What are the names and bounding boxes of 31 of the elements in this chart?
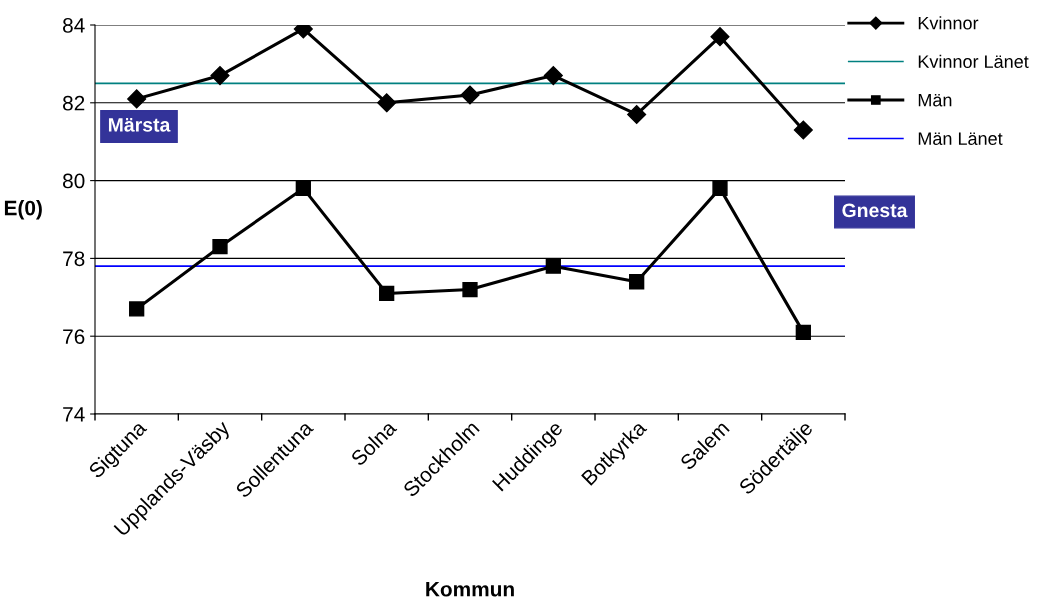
y-tick-label: 74 [63, 407, 85, 422]
point [295, 180, 311, 197]
y-axis-title: E(0) [4, 200, 42, 220]
legend-label: Kvinnor Länet [918, 54, 1029, 69]
point [627, 104, 647, 125]
point [712, 180, 728, 197]
point [545, 258, 561, 274]
legend-label: Män [918, 93, 952, 107]
y-tick-label: 84 [63, 18, 85, 33]
y-tick-label: 76 [63, 329, 85, 344]
annotation: Gnesta [842, 203, 908, 218]
y-tick-label: 78 [63, 251, 85, 267]
legend-label: Män Länet [918, 132, 1003, 146]
legend-label: Kvinnor [918, 16, 979, 30]
y-tick-label: 80 [63, 173, 85, 189]
annotation: Märsta [108, 118, 171, 132]
point [379, 285, 395, 302]
point [460, 85, 480, 105]
x-axis-title: Kommun [426, 582, 514, 597]
point [710, 27, 730, 47]
point [795, 324, 811, 340]
point [543, 66, 563, 86]
point [793, 120, 813, 140]
point [129, 301, 145, 317]
y-tick-label: 82 [63, 95, 85, 111]
point [629, 274, 645, 290]
point [127, 89, 147, 109]
point [377, 93, 397, 113]
point [210, 66, 230, 86]
point [462, 281, 478, 298]
point [212, 239, 228, 255]
